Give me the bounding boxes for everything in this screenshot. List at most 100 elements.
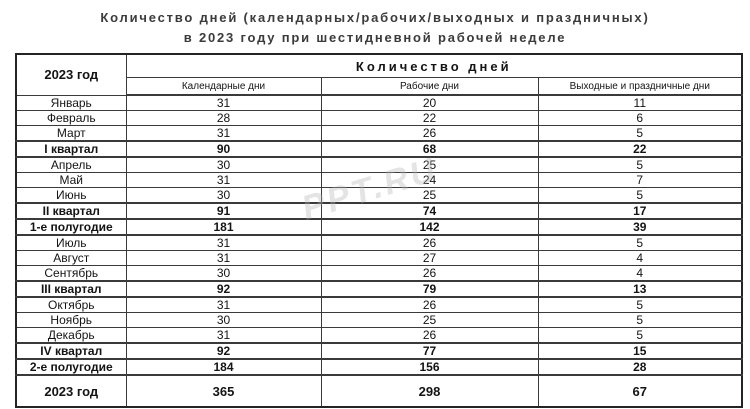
weekend-days-cell: 5 xyxy=(537,296,743,313)
table-row: 2-е полугодие 184 156 28 xyxy=(15,358,743,376)
row-label-cell: 2-е полугодие xyxy=(15,358,127,376)
calendar-days-cell: 31 xyxy=(125,125,322,142)
weekend-days-cell: 4 xyxy=(537,250,743,266)
calendar-days-cell: 365 xyxy=(125,374,322,408)
calendar-days-cell: 92 xyxy=(125,280,322,298)
calendar-days-cell: 30 xyxy=(125,187,322,204)
working-days-cell: 156 xyxy=(320,358,539,376)
working-days-cell: 26 xyxy=(320,265,539,282)
working-days-cell: 68 xyxy=(320,140,539,158)
weekend-days-cell: 67 xyxy=(537,374,743,408)
title-line-1: Количество дней (календарных/рабочих/вых… xyxy=(100,10,650,25)
working-days-cell: 27 xyxy=(320,250,539,266)
title-line-2: в 2023 году при шестидневной рабочей нед… xyxy=(183,29,567,45)
working-days-cell: 26 xyxy=(320,327,539,344)
row-label-cell: Июнь xyxy=(15,187,127,204)
row-label-cell: IV квартал xyxy=(15,342,127,360)
calendar-days-cell: 31 xyxy=(125,327,322,344)
table-row: 2023 год 365 298 67 xyxy=(15,374,743,408)
weekend-days-cell: 6 xyxy=(537,110,743,126)
working-days-cell: 74 xyxy=(320,202,539,220)
row-label-cell: Ноябрь xyxy=(15,312,127,328)
working-days-cell: 25 xyxy=(320,187,539,204)
calendar-days-cell: 31 xyxy=(125,172,322,188)
column-header-calendar-days: Календарные дни xyxy=(125,77,322,96)
working-days-cell: 22 xyxy=(320,110,539,126)
row-label-cell: Август xyxy=(15,250,127,266)
table-row: IV квартал 92 77 15 xyxy=(15,342,743,360)
table-row: Сентябрь 30 26 4 xyxy=(15,265,743,282)
calendar-days-cell: 31 xyxy=(125,234,322,251)
working-days-cell: 77 xyxy=(320,342,539,360)
table-row: III квартал 92 79 13 xyxy=(15,280,743,298)
working-days-cell: 25 xyxy=(320,156,539,173)
calendar-days-cell: 28 xyxy=(125,110,322,126)
working-days-cell: 20 xyxy=(320,94,539,111)
weekend-days-cell: 22 xyxy=(537,140,743,158)
calendar-days-cell: 90 xyxy=(125,140,322,158)
row-label-cell: II квартал xyxy=(15,202,127,220)
group-header-days-count: Количество дней xyxy=(125,53,743,78)
table-row: I квартал 90 68 22 xyxy=(15,140,743,158)
table-row: Июнь 30 25 5 xyxy=(15,187,743,204)
working-days-cell: 26 xyxy=(320,125,539,142)
working-days-cell: 25 xyxy=(320,312,539,328)
calendar-days-cell: 30 xyxy=(125,312,322,328)
weekend-days-cell: 17 xyxy=(537,202,743,220)
calendar-days-cell: 30 xyxy=(125,265,322,282)
calendar-days-cell: 181 xyxy=(125,218,322,236)
working-days-cell: 24 xyxy=(320,172,539,188)
weekend-days-cell: 13 xyxy=(537,280,743,298)
row-label-cell: Сентябрь xyxy=(15,265,127,282)
table-row: II квартал 91 74 17 xyxy=(15,202,743,220)
calendar-days-cell: 91 xyxy=(125,202,322,220)
page-title: Количество дней (календарных/рабочих/вых… xyxy=(0,8,750,47)
weekend-days-cell: 5 xyxy=(537,125,743,142)
weekend-days-cell: 5 xyxy=(537,312,743,328)
weekend-days-cell: 4 xyxy=(537,265,743,282)
weekend-days-cell: 15 xyxy=(537,342,743,360)
weekend-days-cell: 5 xyxy=(537,327,743,344)
calendar-days-cell: 30 xyxy=(125,156,322,173)
working-days-cell: 298 xyxy=(320,374,539,408)
table-body: Январь 31 20 11 Февраль 28 22 6 Март 31 26 5 I кварт… xyxy=(15,94,743,408)
table-row: Февраль 28 22 6 xyxy=(15,110,743,126)
table-row: Ноябрь 30 25 5 xyxy=(15,312,743,328)
weekend-days-cell: 5 xyxy=(537,234,743,251)
working-days-cell: 26 xyxy=(320,234,539,251)
working-days-cell: 26 xyxy=(320,296,539,313)
weekend-days-cell: 5 xyxy=(537,156,743,173)
table-row: Июль 31 26 5 xyxy=(15,234,743,251)
row-label-cell: Декабрь xyxy=(15,327,127,344)
row-label-cell: Январь xyxy=(15,94,127,111)
table-row: Январь 31 20 11 xyxy=(15,94,743,111)
weekend-days-cell: 28 xyxy=(537,358,743,376)
days-table: 2023 год Количество дней Календарные дни… xyxy=(15,53,744,408)
table-row: Апрель 30 25 5 xyxy=(15,156,743,173)
weekend-days-cell: 11 xyxy=(537,94,743,111)
table-row: Октябрь 31 26 5 xyxy=(15,296,743,313)
calendar-days-cell: 31 xyxy=(125,250,322,266)
table-row: 1-е полугодие 181 142 39 xyxy=(15,218,743,236)
calendar-days-cell: 31 xyxy=(125,94,322,111)
working-days-cell: 142 xyxy=(320,218,539,236)
header-row-group: 2023 год Количество дней xyxy=(15,53,743,96)
row-label-cell: Октябрь xyxy=(15,296,127,313)
column-header-working-days: Рабочие дни xyxy=(320,77,539,96)
row-label-cell: III квартал xyxy=(15,280,127,298)
header-row-columns: Календарные дни Рабочие дни Выходные и п… xyxy=(16,77,743,96)
row-label-cell: 1-е полугодие xyxy=(15,218,127,236)
table-row: Декабрь 31 26 5 xyxy=(15,327,743,344)
corner-header-year: 2023 год xyxy=(15,53,127,96)
calendar-days-cell: 92 xyxy=(125,342,322,360)
table-header: 2023 год Количество дней Календарные дни… xyxy=(15,53,743,96)
column-header-weekend-holiday-days: Выходные и праздничные дни xyxy=(537,77,743,96)
table-row: Август 31 27 4 xyxy=(15,250,743,266)
row-label-cell: Март xyxy=(15,125,127,142)
working-days-cell: 79 xyxy=(320,280,539,298)
weekend-days-cell: 7 xyxy=(537,172,743,188)
row-label-cell: Апрель xyxy=(15,156,127,173)
row-label-cell: Май xyxy=(15,172,127,188)
calendar-days-cell: 31 xyxy=(125,296,322,313)
